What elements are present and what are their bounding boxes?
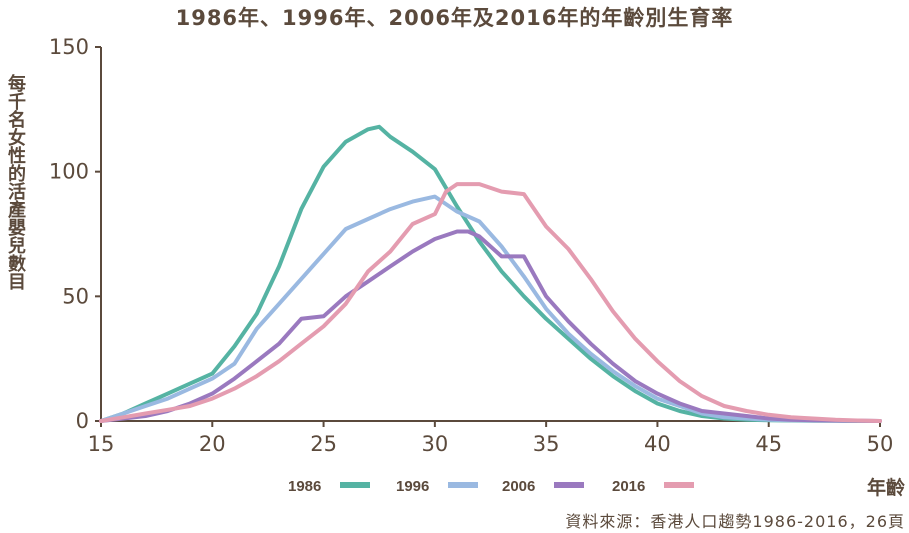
x-tick-label: 45 bbox=[755, 432, 782, 456]
y-axis-label: 每千名女性的活產嬰兒數目 bbox=[5, 74, 26, 290]
y-tick-label: 100 bbox=[49, 160, 89, 184]
x-tick-label: 50 bbox=[867, 432, 894, 456]
y-tick-label: 50 bbox=[62, 284, 89, 308]
legend-label-2006: 2006 bbox=[502, 478, 535, 495]
legend-label-1986: 1986 bbox=[288, 478, 321, 495]
series-line-1996 bbox=[99, 194, 882, 423]
chart-title: 1986年、1996年、2006年及2016年的年齡別生育率 bbox=[175, 6, 734, 30]
x-tick-label: 35 bbox=[533, 432, 560, 456]
y-tick-label: 150 bbox=[49, 35, 89, 59]
legend-label-2016: 2016 bbox=[612, 478, 645, 495]
x-tick-label: 25 bbox=[310, 432, 337, 456]
legend-label-1996: 1996 bbox=[396, 478, 429, 495]
x-tick-label: 40 bbox=[644, 432, 671, 456]
series-line-2016 bbox=[99, 182, 882, 423]
x-tick-label: 20 bbox=[199, 432, 226, 456]
series-line-2006 bbox=[99, 229, 882, 423]
x-tick-label: 30 bbox=[421, 432, 448, 456]
x-tick-label: 15 bbox=[88, 432, 115, 456]
source-note: 資料來源：香港人口趨勢1986-2016，26頁 bbox=[565, 512, 905, 531]
y-tick-label: 0 bbox=[76, 409, 89, 433]
x-axis-label: 年齡 bbox=[866, 477, 905, 499]
